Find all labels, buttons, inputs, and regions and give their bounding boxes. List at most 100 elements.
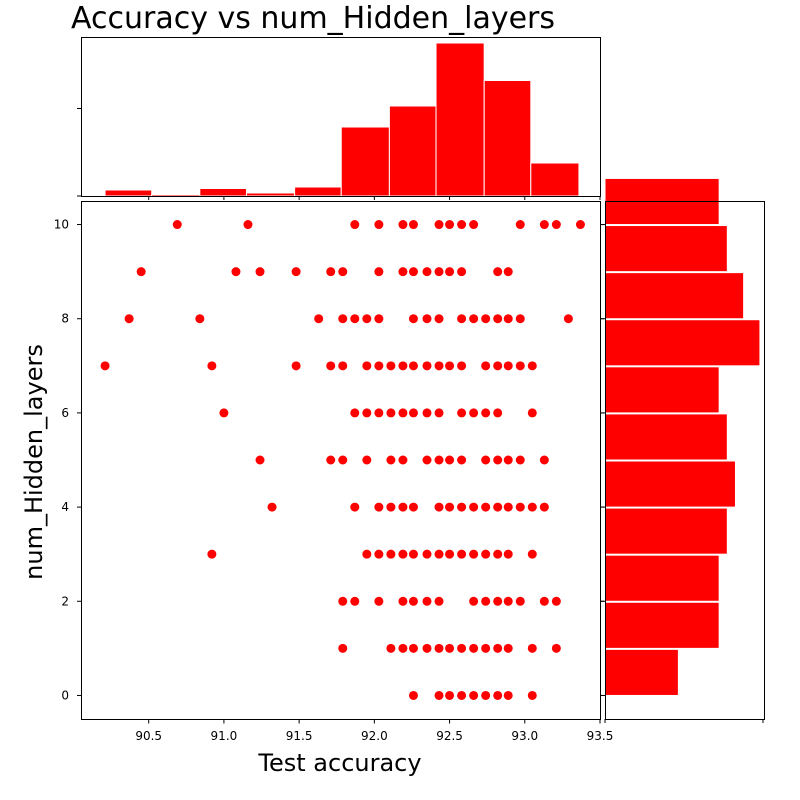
scatter-point [314, 314, 324, 324]
scatter-point [469, 643, 479, 653]
scatter-point [374, 408, 384, 418]
scatter-point [398, 220, 408, 230]
scatter-point [386, 643, 396, 653]
scatter-point [539, 502, 549, 512]
scatter-point [362, 408, 372, 418]
scatter-frame [81, 201, 601, 720]
scatter-point [527, 549, 537, 559]
scatter-point [100, 361, 110, 371]
scatter-point [503, 643, 513, 653]
scatter-point [445, 502, 455, 512]
scatter-point [362, 314, 372, 324]
scatter-point [398, 408, 408, 418]
scatter-point [527, 408, 537, 418]
y-tick-label: 10 [54, 218, 69, 232]
scatter-point [434, 549, 444, 559]
y-tick-label: 8 [61, 312, 69, 326]
scatter-point [493, 408, 503, 418]
scatter-point [408, 267, 418, 277]
scatter-point [398, 455, 408, 465]
scatter-point [515, 314, 525, 324]
scatter-point [386, 549, 396, 559]
scatter-point [527, 690, 537, 700]
scatter-point [445, 267, 455, 277]
y-axis-label: num_Hidden_layers [20, 344, 48, 580]
scatter-point [398, 502, 408, 512]
scatter-point [493, 314, 503, 324]
scatter-point [527, 361, 537, 371]
scatter-point [422, 455, 432, 465]
scatter-point [422, 643, 432, 653]
scatter-point [445, 220, 455, 230]
scatter-point [503, 267, 513, 277]
scatter-point [469, 314, 479, 324]
top-hist-bar [435, 42, 485, 197]
scatter-point [124, 314, 134, 324]
scatter-point [503, 502, 513, 512]
scatter-point [326, 455, 336, 465]
scatter-point [408, 361, 418, 371]
right-hist-bar [604, 554, 720, 602]
scatter-point [374, 502, 384, 512]
scatter-point [434, 314, 444, 324]
scatter-point [408, 220, 418, 230]
scatter-point [434, 596, 444, 606]
scatter-point [575, 220, 585, 230]
scatter-point [231, 267, 241, 277]
scatter-point [338, 267, 348, 277]
scatter-point [457, 220, 467, 230]
scatter-point [469, 408, 479, 418]
scatter-point [434, 455, 444, 465]
scatter-point [503, 314, 513, 324]
scatter-point [563, 314, 573, 324]
scatter-point [515, 361, 525, 371]
scatter-point [445, 643, 455, 653]
y-tick-label: 6 [61, 406, 69, 420]
top-hist-bar [294, 186, 342, 197]
scatter-point [503, 596, 513, 606]
x-axis-label: Test accuracy [257, 749, 421, 777]
x-tick-label: 93.0 [511, 729, 538, 743]
scatter-point [469, 502, 479, 512]
scatter-point [172, 220, 182, 230]
scatter-point [350, 502, 360, 512]
scatter-point [503, 690, 513, 700]
scatter-point [539, 220, 549, 230]
scatter-point [386, 502, 396, 512]
right-hist-bar [604, 319, 761, 367]
scatter-point [136, 267, 146, 277]
scatter-point [350, 596, 360, 606]
scatter-point [374, 596, 384, 606]
scatter-point [326, 267, 336, 277]
scatter-point [434, 408, 444, 418]
scatter-point [445, 361, 455, 371]
scatter-point [434, 690, 444, 700]
x-tick-label: 92.0 [361, 729, 388, 743]
top-hist-bar [199, 188, 247, 197]
scatter-point [481, 455, 491, 465]
y-tick-label: 0 [61, 688, 69, 702]
scatter-point [408, 690, 418, 700]
scatter-point [422, 408, 432, 418]
x-tick-label: 91.0 [211, 729, 238, 743]
scatter-point [481, 643, 491, 653]
scatter-point [374, 267, 384, 277]
scatter-point [481, 596, 491, 606]
scatter-point [539, 596, 549, 606]
scatter-point [408, 643, 418, 653]
x-tick-label: 90.5 [135, 729, 162, 743]
scatter-point [350, 314, 360, 324]
scatter-point [469, 690, 479, 700]
right-hist-bar [604, 272, 745, 320]
scatter-point [457, 314, 467, 324]
scatter-point [398, 549, 408, 559]
scatter-point [493, 361, 503, 371]
scatter-point [422, 549, 432, 559]
scatter-point [503, 361, 513, 371]
scatter-point [350, 220, 360, 230]
scatter-point [386, 361, 396, 371]
scatter-point [408, 549, 418, 559]
scatter-point [481, 314, 491, 324]
scatter-point [457, 361, 467, 371]
